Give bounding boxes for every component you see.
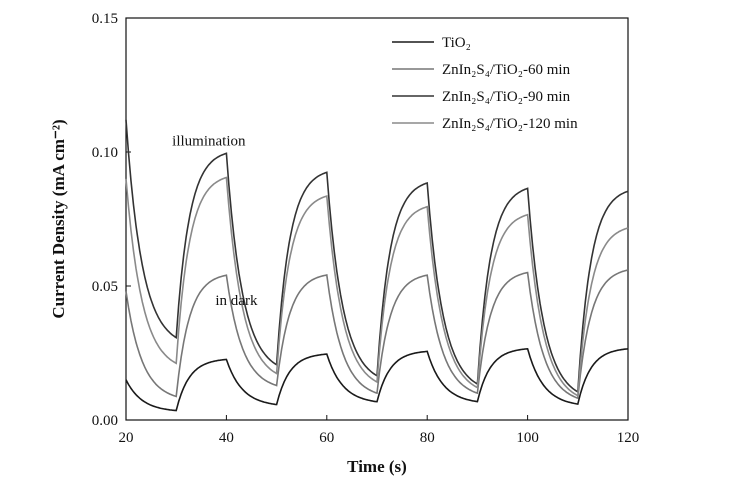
series-line-0 (125, 347, 629, 412)
y-tick-label: 0.00 (92, 413, 118, 429)
y-tick-label: 0.05 (92, 279, 118, 295)
plot-area-frame (125, 17, 629, 421)
x-tick-label: 40 (219, 430, 234, 446)
y-tick-label: 0.10 (92, 145, 118, 161)
x-axis-title: Time (s) (347, 457, 407, 476)
legend: TiO₂ ZnIn₂S₄/TiO₂-60 min ZnIn₂S₄/TiO₂-90 m… (392, 35, 578, 132)
series-line-1 (125, 269, 629, 400)
legend-label: ZnIn₂S₄/TiO₂-60 min (442, 62, 571, 78)
x-axis-ticks: 20 40 60 80 100 120 (119, 415, 640, 446)
annotation-label: illumination (172, 133, 246, 149)
x-tick-label: 60 (319, 430, 334, 446)
y-axis-title: Current Density (mA cm⁻²) (49, 119, 68, 318)
x-tick-label: 120 (617, 430, 640, 446)
y-axis-ticks: 0.00 0.05 0.10 0.15 (92, 11, 131, 429)
series-lines (125, 119, 629, 412)
y-tick-label: 0.15 (92, 11, 118, 27)
annotation-label: in dark (215, 293, 258, 309)
x-tick-label: 100 (516, 430, 539, 446)
series-line-3 (125, 176, 629, 397)
legend-label: TiO₂ (442, 35, 471, 51)
legend-label: ZnIn₂S₄/TiO₂-90 min (442, 89, 571, 105)
x-tick-label: 80 (420, 430, 435, 446)
x-tick-label: 20 (119, 430, 134, 446)
series-line-2 (125, 119, 629, 394)
annotations: illumination in dark (172, 133, 258, 308)
legend-label: ZnIn₂S₄/TiO₂-120 min (442, 116, 578, 132)
